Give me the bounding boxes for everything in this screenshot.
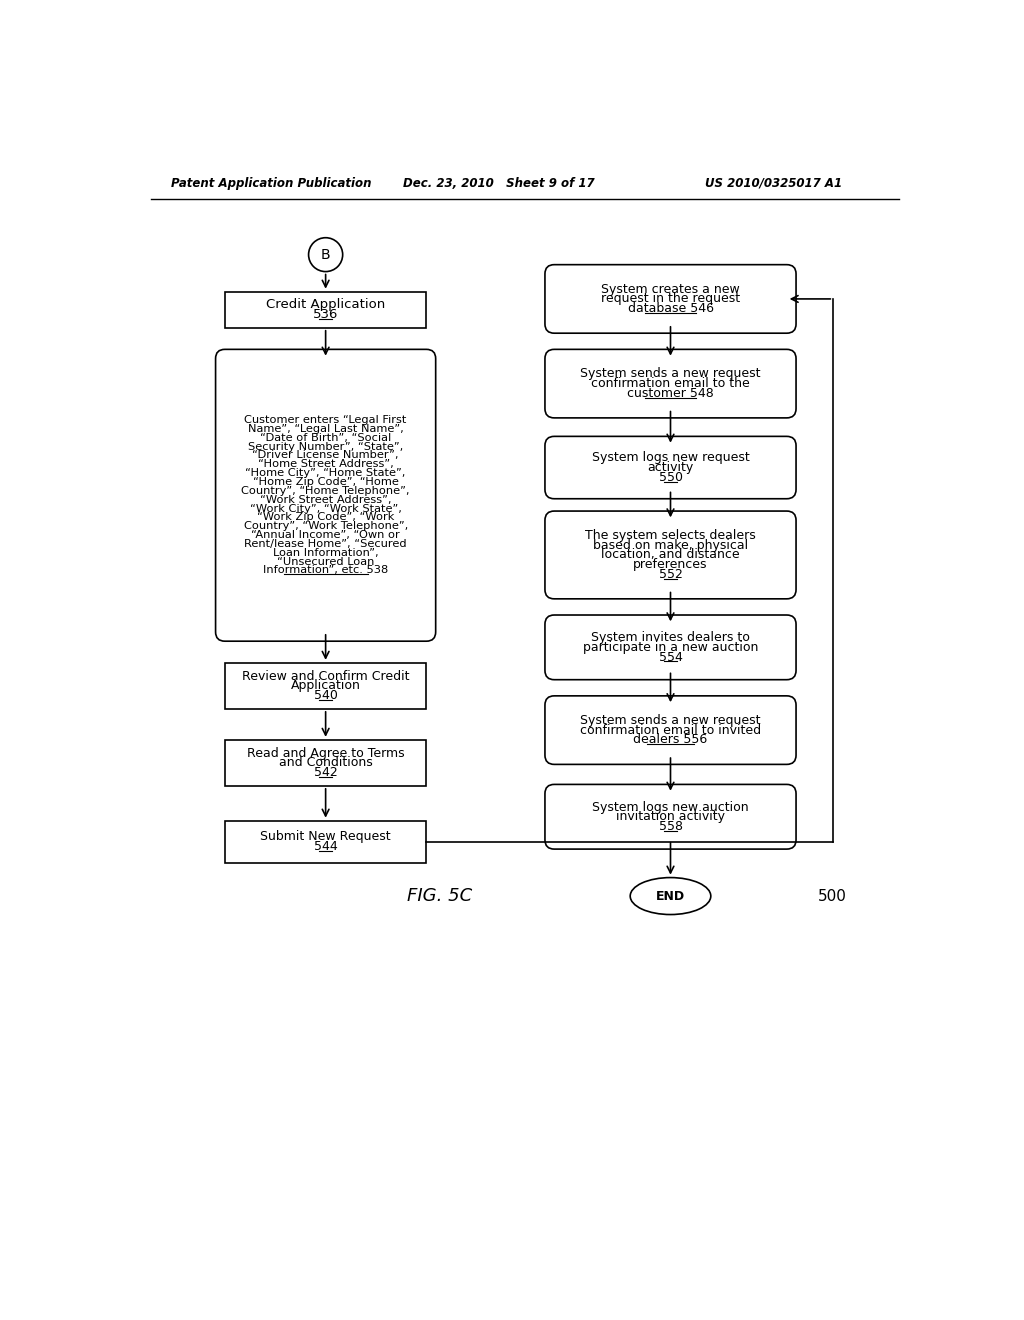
- Text: “Work Zip Code”, “Work: “Work Zip Code”, “Work: [257, 512, 394, 523]
- Text: customer 548: customer 548: [627, 387, 714, 400]
- Text: activity: activity: [647, 461, 693, 474]
- Text: and Conditions: and Conditions: [279, 756, 373, 770]
- FancyBboxPatch shape: [545, 615, 796, 680]
- Text: “Work Street Address”,: “Work Street Address”,: [260, 495, 391, 504]
- Text: request in the request: request in the request: [601, 293, 740, 305]
- Text: System sends a new request: System sends a new request: [581, 367, 761, 380]
- Text: Rent/lease Home”, “Secured: Rent/lease Home”, “Secured: [245, 539, 407, 549]
- Text: US 2010/0325017 A1: US 2010/0325017 A1: [706, 177, 843, 190]
- Text: participate in a new auction: participate in a new auction: [583, 640, 758, 653]
- Text: System creates a new: System creates a new: [601, 282, 740, 296]
- FancyBboxPatch shape: [225, 739, 426, 785]
- Text: System sends a new request: System sends a new request: [581, 714, 761, 727]
- Text: System logs new auction: System logs new auction: [592, 800, 749, 813]
- Text: confirmation email to invited: confirmation email to invited: [580, 723, 761, 737]
- Text: based on make, physical: based on make, physical: [593, 539, 749, 552]
- FancyBboxPatch shape: [545, 264, 796, 333]
- Text: END: END: [656, 890, 685, 903]
- Text: Information”, etc. 538: Information”, etc. 538: [263, 565, 388, 576]
- Text: “Home City”, “Home State”,: “Home City”, “Home State”,: [246, 469, 406, 478]
- Text: 554: 554: [658, 651, 682, 664]
- Text: Customer enters “Legal First: Customer enters “Legal First: [245, 414, 407, 425]
- Text: Loan Information”,: Loan Information”,: [272, 548, 379, 558]
- FancyBboxPatch shape: [545, 696, 796, 764]
- Text: Submit New Request: Submit New Request: [260, 830, 391, 843]
- Text: “Home Zip Code”, “Home: “Home Zip Code”, “Home: [253, 477, 398, 487]
- Text: confirmation email to the: confirmation email to the: [591, 378, 750, 391]
- FancyBboxPatch shape: [225, 821, 426, 863]
- Text: “Unsecured Loan: “Unsecured Loan: [276, 557, 375, 566]
- Text: Read and Agree to Terms: Read and Agree to Terms: [247, 747, 404, 759]
- Text: 536: 536: [313, 309, 338, 321]
- Text: System invites dealers to: System invites dealers to: [591, 631, 750, 644]
- Text: “Work City”, “Work State”,: “Work City”, “Work State”,: [250, 503, 401, 513]
- FancyBboxPatch shape: [545, 784, 796, 849]
- FancyBboxPatch shape: [545, 437, 796, 499]
- Text: “Date of Birth”, “Social: “Date of Birth”, “Social: [260, 433, 391, 442]
- Text: invitation activity: invitation activity: [616, 810, 725, 824]
- Text: Name”, “Legal Last Name”,: Name”, “Legal Last Name”,: [248, 424, 403, 434]
- Text: “Annual Income”, “Own or: “Annual Income”, “Own or: [251, 531, 400, 540]
- Text: 500: 500: [818, 888, 847, 904]
- Text: Application: Application: [291, 680, 360, 693]
- Text: Dec. 23, 2010   Sheet 9 of 17: Dec. 23, 2010 Sheet 9 of 17: [403, 177, 595, 190]
- Text: “Home Street Address”,: “Home Street Address”,: [258, 459, 393, 470]
- Text: location, and distance: location, and distance: [601, 548, 739, 561]
- Text: database 546: database 546: [628, 302, 714, 315]
- Text: Country”, “Work Telephone”,: Country”, “Work Telephone”,: [244, 521, 408, 531]
- Text: 540: 540: [313, 689, 338, 702]
- Text: The system selects dealers: The system selects dealers: [585, 529, 756, 543]
- Text: B: B: [321, 248, 331, 261]
- Text: FIG. 5C: FIG. 5C: [407, 887, 472, 906]
- FancyBboxPatch shape: [216, 350, 435, 642]
- Text: 552: 552: [658, 568, 682, 581]
- Text: Country”, “Home Telephone”,: Country”, “Home Telephone”,: [242, 486, 410, 496]
- Text: System logs new request: System logs new request: [592, 451, 750, 465]
- Text: Patent Application Publication: Patent Application Publication: [171, 177, 371, 190]
- Text: 542: 542: [313, 766, 338, 779]
- Text: Review and Confirm Credit: Review and Confirm Credit: [242, 669, 410, 682]
- Text: Security Number”, “State”,: Security Number”, “State”,: [248, 442, 403, 451]
- Text: 550: 550: [658, 471, 683, 483]
- Text: preferences: preferences: [633, 558, 708, 572]
- FancyBboxPatch shape: [545, 350, 796, 418]
- Text: 558: 558: [658, 820, 683, 833]
- Text: dealers 556: dealers 556: [634, 734, 708, 746]
- FancyBboxPatch shape: [225, 663, 426, 709]
- Text: Credit Application: Credit Application: [266, 298, 385, 312]
- FancyBboxPatch shape: [225, 292, 426, 327]
- Text: 544: 544: [313, 840, 338, 853]
- Text: “Driver License Number”,: “Driver License Number”,: [252, 450, 399, 461]
- FancyBboxPatch shape: [545, 511, 796, 599]
